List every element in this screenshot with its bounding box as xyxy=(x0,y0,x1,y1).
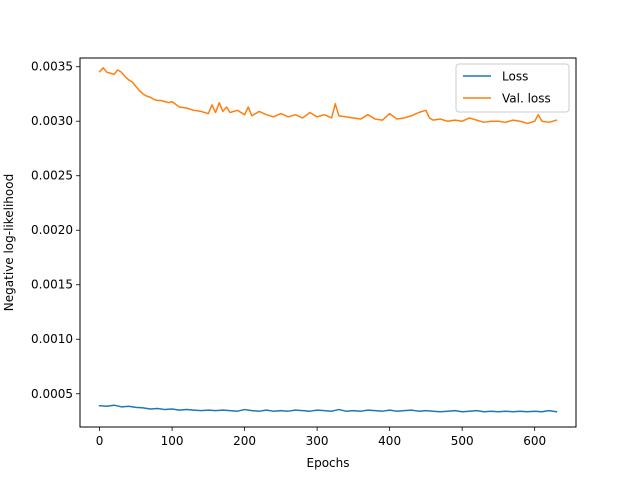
x-tick-label: 400 xyxy=(378,434,401,448)
x-tick-label: 500 xyxy=(451,434,474,448)
y-tick-label: 0.0035 xyxy=(31,60,73,74)
series-line-1 xyxy=(98,404,558,413)
x-axis: 0 100 200 300 400 500 600 xyxy=(96,427,546,448)
y-tick-label: 0.0005 xyxy=(31,387,73,401)
series-line-2 xyxy=(98,67,558,125)
y-tick-label: 0.0025 xyxy=(31,169,73,183)
y-tick-label: 0.0015 xyxy=(31,278,73,292)
plot-frame xyxy=(79,57,577,428)
legend: Loss Val. loss xyxy=(455,63,570,113)
plot-area xyxy=(80,58,576,427)
y-axis-title: Negative log-likelihood xyxy=(2,174,16,311)
x-tick-label: 100 xyxy=(161,434,184,448)
x-tick-label: 600 xyxy=(523,434,546,448)
x-tick-label: 0 xyxy=(96,434,104,448)
legend-label: Val. loss xyxy=(502,92,551,106)
x-tick-label: 200 xyxy=(233,434,256,448)
x-tick-label: 300 xyxy=(306,434,329,448)
y-tick-label: 0.0010 xyxy=(31,332,73,346)
y-tick-label: 0.0030 xyxy=(31,114,73,128)
series-layer xyxy=(98,67,558,413)
x-axis-title: Epochs xyxy=(307,456,350,470)
legend-label: Loss xyxy=(502,70,528,84)
y-axis: 0.0005 0.0010 0.0015 0.0020 0.0025 0.0030 0.00… xyxy=(31,60,80,401)
y-tick-label: 0.0020 xyxy=(31,223,73,237)
